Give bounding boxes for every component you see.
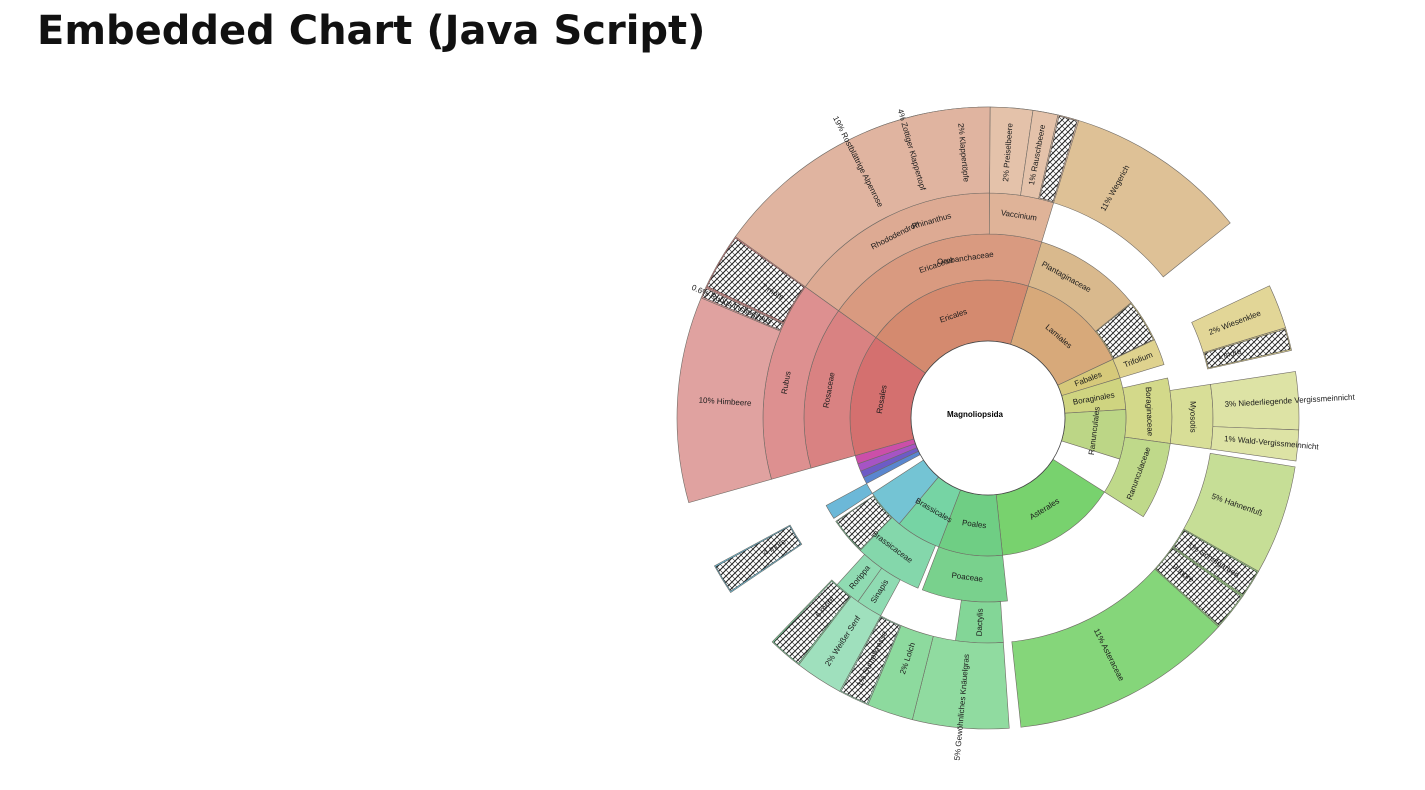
label-myosotis-15: Myosotis	[1188, 401, 1197, 433]
label-poaceae-26: Poaceae	[951, 571, 984, 584]
chart-segments	[676, 106, 1300, 730]
center-circle[interactable]	[910, 340, 1066, 496]
segment-hatch-50	[707, 237, 805, 323]
segment-hatch-40	[715, 526, 801, 592]
segment-hatch-58	[1039, 115, 1078, 202]
segment-hatch-34	[841, 616, 901, 704]
label-boraginaceae-14: Boraginaceae	[1144, 387, 1155, 437]
label-preiselbeere-56: 2% Preiselbeere	[1001, 122, 1014, 182]
segment-hatch-9	[1096, 303, 1154, 359]
label-rubus-47: Rubus	[780, 370, 793, 394]
segment-asteraceae-24[interactable]	[1011, 568, 1219, 728]
label-dactylis-27: Dactylis	[975, 608, 985, 636]
segment-hatch-37	[836, 496, 892, 550]
segment-hatch-12	[1204, 328, 1291, 369]
segment-wald-vergissmeinnicht-17[interactable]	[1210, 426, 1300, 462]
label-poales-25: Poales	[961, 518, 986, 530]
segment-hatch-49	[702, 288, 783, 331]
segment-hatch-21	[1173, 530, 1258, 595]
label-himbeere-48: 10% Himbeere	[698, 396, 752, 408]
segment-hatch-22	[1155, 547, 1242, 626]
center-label: Magnoliopsida	[947, 410, 1004, 419]
segment-hatch-36	[773, 581, 851, 664]
page-title: Embedded Chart (Java Script)	[37, 8, 706, 54]
